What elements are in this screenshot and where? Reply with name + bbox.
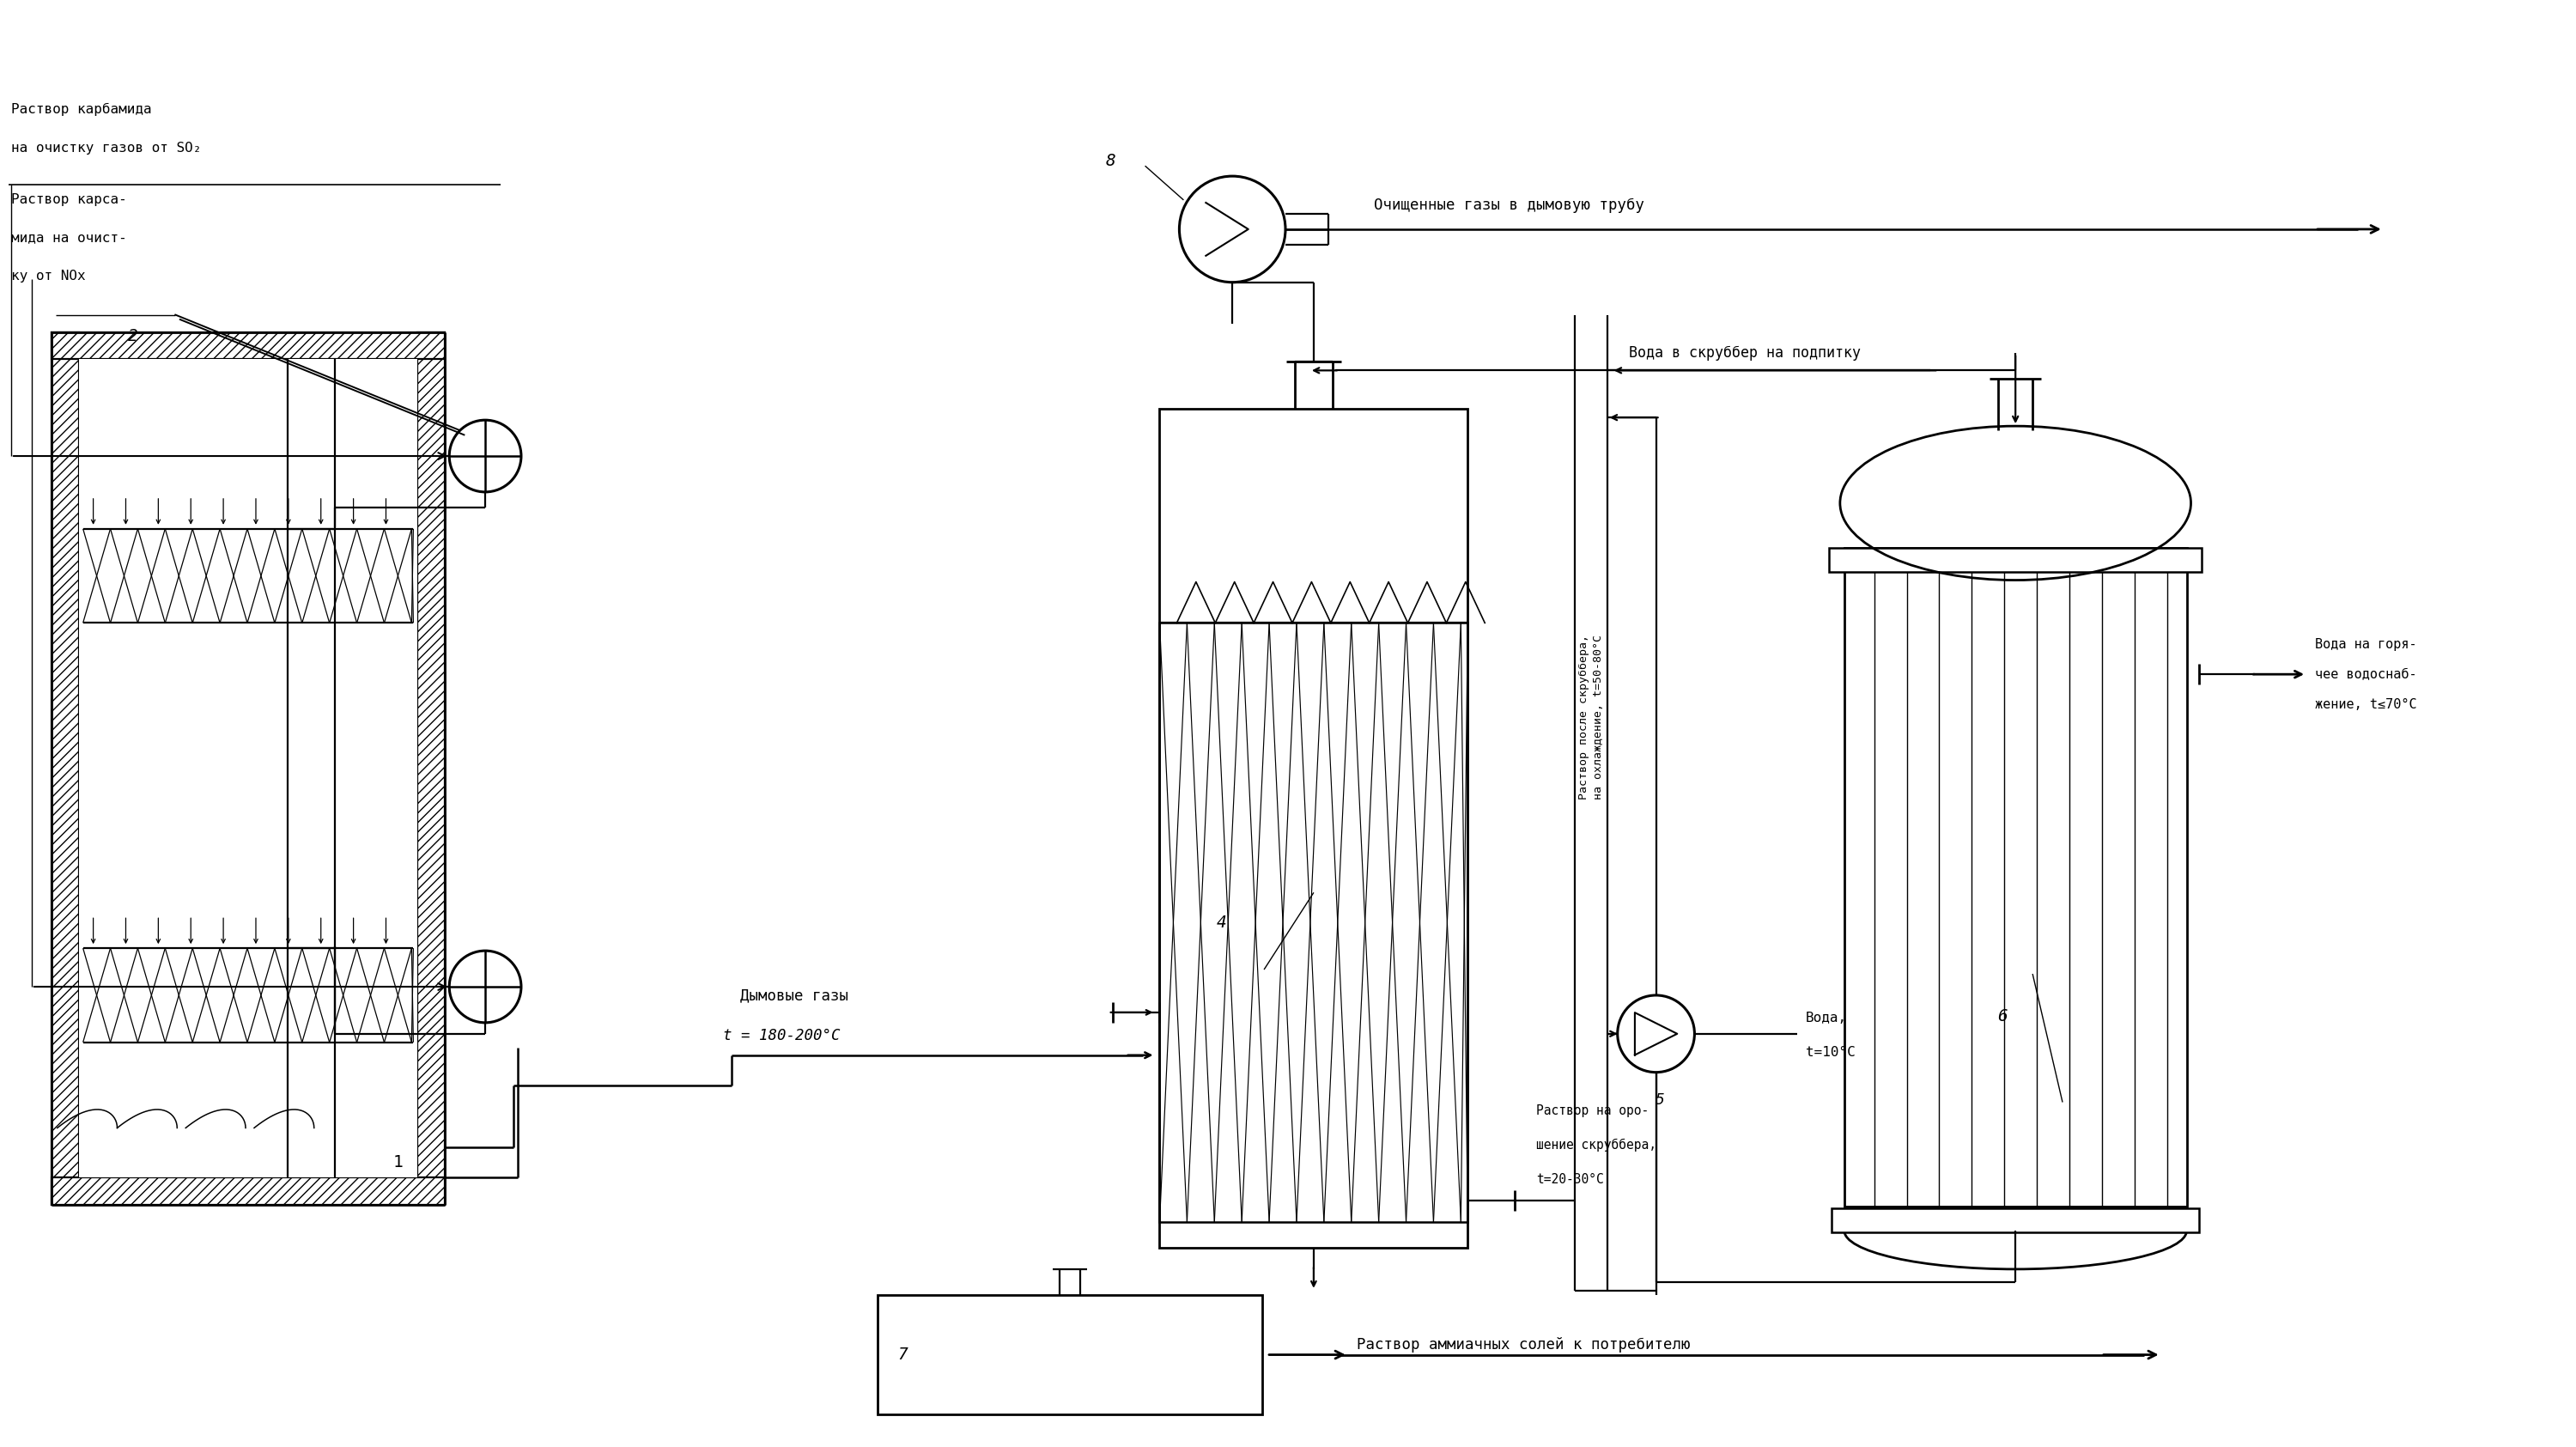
Text: Вода,: Вода,	[1806, 1011, 1847, 1024]
Bar	[52, 1178, 446, 1205]
Text: Раствор на оро-: Раствор на оро-	[1535, 1104, 1649, 1117]
Text: мида на очист-: мида на очист-	[10, 232, 126, 245]
Text: ку от NOx: ку от NOx	[10, 269, 85, 282]
Text: 8: 8	[1105, 152, 1115, 169]
Bar	[1844, 547, 2187, 1207]
Text: t=20-30°C: t=20-30°C	[1535, 1174, 1605, 1185]
Text: Раствор карбамида: Раствор карбамида	[10, 103, 152, 116]
Text: 4: 4	[1216, 915, 1226, 930]
Text: шение скруббера,: шение скруббера,	[1535, 1139, 1656, 1152]
Text: Очищенные газы в дымовую трубу: Очищенные газы в дымовую трубу	[1373, 197, 1643, 213]
Bar	[1829, 547, 2202, 572]
Text: 2: 2	[129, 328, 137, 344]
Text: Вода на горя-: Вода на горя-	[2316, 638, 2416, 651]
Text: 7: 7	[899, 1347, 907, 1363]
Text: 6: 6	[1996, 1009, 2007, 1024]
Bar	[1832, 1208, 2200, 1233]
Text: жение, t≤70°C: жение, t≤70°C	[2316, 697, 2416, 710]
Bar	[52, 331, 446, 359]
Text: 5: 5	[1656, 1092, 1664, 1107]
Text: чее водоснаб-: чее водоснаб-	[2316, 669, 2416, 680]
Text: Дымовые газы: Дымовые газы	[739, 987, 848, 1003]
Bar	[80, 359, 417, 1178]
Text: на очистку газов от SO₂: на очистку газов от SO₂	[10, 142, 201, 155]
Bar	[878, 1295, 1262, 1415]
Text: Раствор после скруббера,
на охлаждение, t=50-80°С: Раствор после скруббера, на охлаждение, …	[1579, 635, 1605, 800]
Text: Вода в скруббер на подпитку: Вода в скруббер на подпитку	[1628, 346, 1860, 362]
Text: Раствор карса-: Раствор карса-	[10, 192, 126, 205]
Text: 1: 1	[394, 1155, 402, 1171]
Bar	[1159, 410, 1468, 1247]
Text: t = 180-200°C: t = 180-200°C	[724, 1027, 840, 1043]
Text: t=10°C: t=10°C	[1806, 1046, 1855, 1059]
Bar	[52, 331, 80, 1205]
Text: Раствор аммиачных солей к потребителю: Раствор аммиачных солей к потребителю	[1358, 1337, 1690, 1351]
Bar	[417, 331, 446, 1205]
Bar	[1159, 622, 1468, 1223]
